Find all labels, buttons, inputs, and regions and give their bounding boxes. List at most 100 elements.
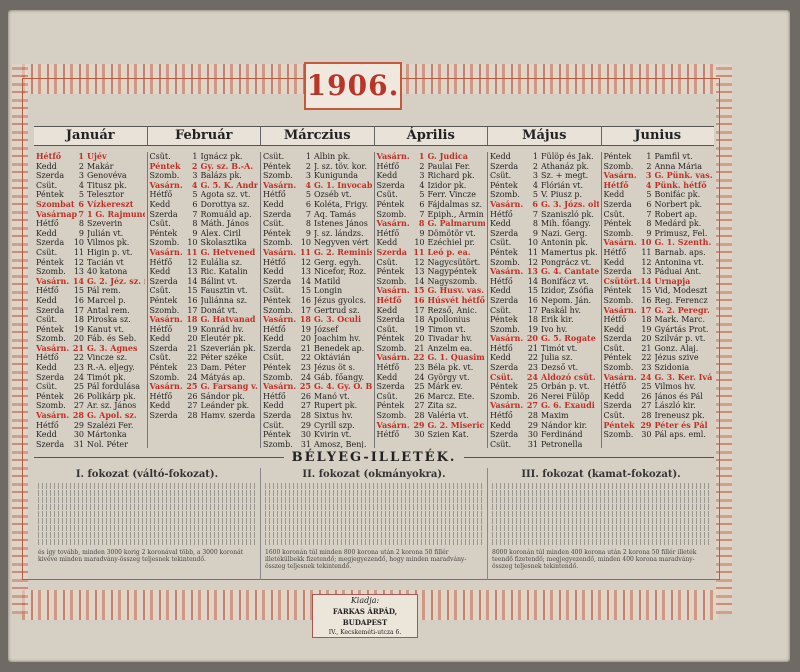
day-row: Szerda 6 Norbert pk. — [604, 200, 713, 210]
weekday: Szerda — [376, 382, 405, 392]
day-row: Péntek 9 J. sz. lándzs. — [263, 229, 372, 239]
day-number: 5 — [305, 190, 311, 200]
weekday: Csüt. — [263, 219, 285, 229]
weekday: Csüt. — [490, 305, 512, 315]
day-row: Hétfő 1 Újév — [36, 152, 145, 162]
day-name: Dorottya sz. — [200, 199, 250, 209]
day-row: Hétfő 4 Pünk. hétfő — [604, 180, 713, 191]
day-row: Vasárn.25G. 4. Gy. O. B. A. — [263, 382, 372, 392]
day-number: 13 — [526, 266, 538, 277]
day-row: Szomb. 31 Amosz, Benj. — [263, 440, 372, 448]
day-row: Vasárn. 21 G. 3. Ágnes — [36, 343, 145, 354]
day-name: Ferr. Vincze — [427, 190, 476, 200]
day-row: Vasárn. 25 G. Farsang v. — [150, 382, 259, 392]
day-number: 26 — [414, 391, 425, 401]
day-name: Polikárp pk. — [87, 391, 136, 401]
day-name: Barnab. aps. — [654, 247, 706, 257]
day-row: Vasárn. 4 G. 5. K. Andr. — [150, 180, 259, 191]
day-row: Szomb. 30 Pál aps. eml. — [604, 430, 713, 440]
day-name: Telesztor — [87, 190, 124, 200]
day-number: 28 — [527, 411, 538, 421]
day-number: 9 — [419, 228, 425, 238]
day-number: 3 — [419, 171, 425, 181]
day-row: Csüt. 25 Pál fordulása — [36, 382, 145, 392]
weekday: Szomb. — [376, 209, 407, 219]
day-row: Kedd 10 Ezéchiel pr. — [377, 238, 486, 248]
day-row: Csüt. 5 Ferr. Vincze — [377, 190, 486, 200]
weekday: Péntek — [36, 257, 64, 267]
day-number: 11 — [186, 246, 198, 257]
month-column: Hétfő 1 Újév Kedd 2 Makár Szerda 3 Genovéva Csüt.… — [34, 152, 147, 448]
day-number: 17 — [73, 305, 84, 315]
day-number: 13 — [641, 267, 652, 277]
day-name: Matild — [314, 276, 341, 286]
weekday: Szomb. — [263, 171, 293, 181]
weekday: Péntek — [376, 267, 405, 277]
day-number: 7 — [646, 209, 652, 219]
day-name: Kvirin vt. — [314, 430, 352, 440]
weekday: Szomb. — [490, 257, 520, 267]
day-row: Kedd 27 Rupert pk. — [263, 401, 372, 411]
weekday: Vasárn. — [149, 314, 183, 325]
day-name: Amosz, Benj. — [314, 439, 367, 448]
day-name: Manó vt. — [314, 391, 350, 401]
day-name: Szalézi Fer. — [87, 420, 134, 430]
fee-table-row — [265, 525, 483, 531]
day-row: Szomb. 17 Gertrud sz. — [263, 306, 372, 316]
day-row: Szerda 24 Timót pk. — [36, 373, 145, 383]
day-name: Szeverián pk. — [200, 343, 256, 353]
day-name: Kanut vt. — [87, 324, 125, 334]
day-row: Hétfő 29 Szalézi Fer. — [36, 421, 145, 431]
day-row: Csüt. 22 Oktávián — [263, 353, 372, 363]
day-number: 4 — [419, 180, 425, 190]
day-name: Norbert pk. — [654, 199, 703, 209]
day-row: Szomb. 5 V. Piusz p. — [490, 190, 599, 200]
day-number: 3 — [192, 171, 198, 181]
day-name: Jézus szive — [654, 353, 699, 363]
day-row: Szomb. 19 Ivo hv. — [490, 325, 599, 335]
day-name: János és Pál — [654, 391, 703, 401]
day-row: Hétfő 5 Özséb vt. — [263, 190, 372, 200]
fee-table-row — [265, 511, 483, 517]
ornament-border-left — [12, 64, 28, 614]
fee-table-row — [492, 511, 710, 517]
month-name: Január — [65, 128, 115, 143]
day-row: Kedd 6 Dorottya sz. — [150, 200, 259, 210]
day-name: Eleutér pk. — [200, 334, 246, 344]
day-name: Jézus öt s. — [314, 363, 356, 373]
day-row: Csüt. 28 Ireneusz pk. — [604, 411, 713, 421]
day-number: 11 — [413, 246, 425, 257]
day-name: Dömötör vt. — [427, 228, 476, 238]
weekday: Hétfő — [36, 152, 62, 161]
day-number: 25 — [641, 382, 652, 392]
day-name: G. 5. K. Andr. — [200, 180, 259, 190]
day-number: 2 — [532, 161, 538, 171]
day-name: G. Hetvened v. — [200, 247, 259, 257]
day-number: 7 — [532, 209, 538, 219]
day-row: Péntek 16 Jézus gyolcs. — [263, 296, 372, 306]
weekday: Kedd — [149, 401, 171, 411]
day-name: Fausztin vt. — [200, 286, 248, 296]
weekday: Vasárnap — [36, 208, 78, 219]
month-name: Április — [373, 127, 488, 145]
weekday: Péntek — [376, 401, 405, 411]
day-number: 16 — [527, 295, 538, 305]
fee-table-row — [492, 490, 710, 496]
day-name: Nagycsütört. — [427, 257, 481, 267]
weekday: Szombat — [36, 198, 75, 209]
day-row: Szomb. 17 Donát vt. — [150, 306, 259, 316]
weekday: Hétfő — [603, 315, 627, 325]
day-number: 1 — [305, 152, 311, 161]
day-number: 5 — [646, 190, 652, 200]
weekday: Hétfő — [36, 286, 59, 296]
day-row: Csüt. 3 Sz. + megt. — [490, 171, 599, 181]
day-number: 10 — [187, 238, 198, 248]
fee-table-row — [265, 497, 483, 503]
day-name: Áldozó csüt. — [541, 372, 596, 382]
weekday: Hétfő — [490, 276, 513, 286]
day-row: Szerda 30 Ferdinánd — [490, 430, 599, 440]
weekday: Hétfő — [149, 190, 173, 200]
day-name: Bálint vt. — [200, 276, 238, 286]
weekday: Kedd — [490, 420, 511, 430]
day-row: Szomb. 21 Anzelm ea. — [377, 344, 486, 354]
